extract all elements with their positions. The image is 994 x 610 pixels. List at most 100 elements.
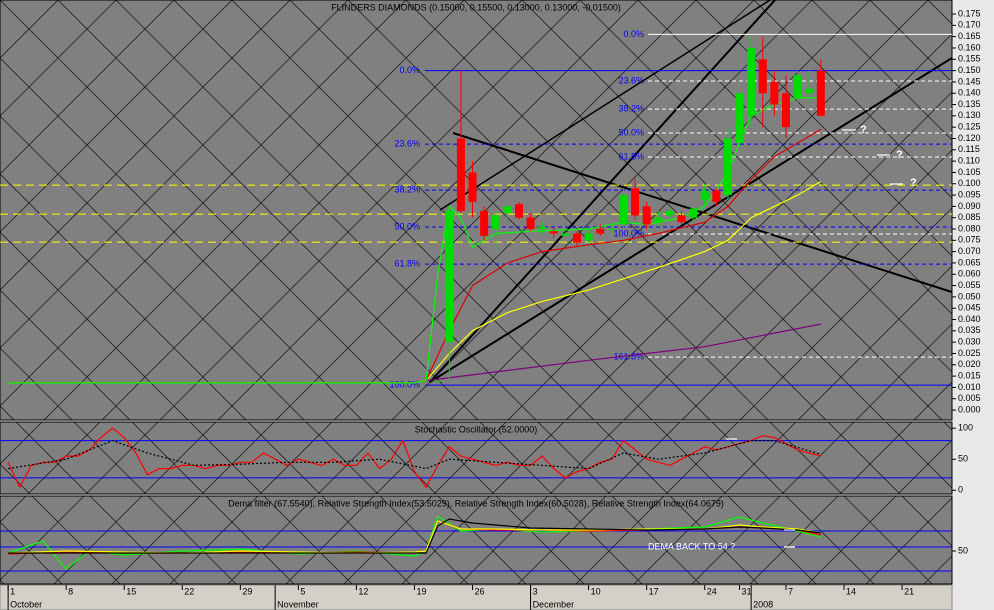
candle-body <box>654 217 663 223</box>
y-tick-label: 0.120 <box>958 133 981 143</box>
y-tick-label: 0.080 <box>958 223 981 233</box>
x-tick-label: 14 <box>846 586 856 596</box>
x-tick-label: 22 <box>184 586 194 596</box>
fib-label: 61.8% <box>394 258 420 268</box>
x-tick-label: 26 <box>475 586 485 596</box>
y-tick-label: 0 <box>958 485 963 495</box>
y-tick-label: 0.160 <box>958 42 981 52</box>
fib-label: 38.2% <box>618 103 644 113</box>
panel-layer: 0.0% 23.6% 38.2% 50.0% 61.8% 100.0% 0.0% 23.6% 3… <box>0 29 952 390</box>
y-tick-label: 0.155 <box>958 54 981 64</box>
y-tick-label: 0.020 <box>958 359 981 369</box>
fib-label: 50.0% <box>394 221 420 231</box>
x-tick-label: 17 <box>649 586 659 596</box>
y-tick-label: 0.030 <box>958 337 981 347</box>
month-label: December <box>533 599 575 609</box>
x-tick-label: 1 <box>10 586 15 596</box>
candle-body <box>514 204 523 218</box>
candle-body <box>584 233 593 241</box>
y-tick-label: 0.135 <box>958 99 981 109</box>
indicator-line <box>426 323 821 382</box>
panel-title: Stochastic Oscillator (52.0000) <box>415 424 538 434</box>
x-tick-label: 12 <box>358 586 368 596</box>
candle-body <box>619 195 628 225</box>
trendline <box>429 57 952 383</box>
month-label: October <box>10 599 42 609</box>
y-tick-label: 0.075 <box>958 235 981 245</box>
fib-label: 161.8% <box>613 351 644 361</box>
y-tick-label: 0.110 <box>958 155 980 165</box>
y-tick-label: 0.035 <box>958 325 981 335</box>
fib-label: 0.0% <box>399 65 420 75</box>
indicator-line <box>7 427 821 489</box>
y-tick-label: 0.105 <box>958 167 981 177</box>
y-tick-label: 0.125 <box>958 122 981 132</box>
candle-body <box>747 47 756 116</box>
y-tick-label: 0.090 <box>958 201 981 211</box>
candle-body <box>723 138 732 196</box>
panel-title: Dema filter (67.5540), Relative Strength… <box>228 498 724 508</box>
fib-label: 23.6% <box>394 139 420 149</box>
candle-body <box>433 380 442 382</box>
indicator-line <box>8 97 821 384</box>
x-tick-label: 21 <box>904 586 914 596</box>
x-tick-label: 24 <box>707 586 717 596</box>
price-panel <box>0 0 953 421</box>
y-tick-label: 0.085 <box>958 212 981 222</box>
candle-body <box>456 138 465 211</box>
fib-label: 0.0% <box>623 29 644 39</box>
y-tick-label: 50 <box>958 454 968 464</box>
fib-label: 100.0% <box>389 380 420 390</box>
y-tick-label: 0.055 <box>958 280 981 290</box>
annotation: ? <box>896 149 903 161</box>
y-tick-label: 0.000 <box>958 404 981 414</box>
y-tick-label: 0.095 <box>958 189 981 199</box>
candle-body <box>480 210 489 236</box>
y-tick-label: 0.010 <box>958 382 981 392</box>
candle-body <box>712 190 721 202</box>
y-tick-label: 0.150 <box>958 65 981 75</box>
candle-body <box>538 226 547 230</box>
x-tick-label: 8 <box>68 586 73 596</box>
panel-layer <box>0 515 952 572</box>
indicator-line <box>8 128 822 384</box>
x-tick-label: 10 <box>591 586 601 596</box>
y-tick-label: 0.145 <box>958 76 981 86</box>
x-tick-label: 3 <box>533 586 538 596</box>
candle-body <box>816 70 825 116</box>
candle-body <box>607 229 616 231</box>
annotation: DEMA BACK TO 54 ? <box>648 541 735 551</box>
y-tick-label: 0.050 <box>958 291 981 301</box>
annotation: ? <box>910 177 917 189</box>
month-label: 2008 <box>753 599 773 609</box>
y-tick-label: 0.060 <box>958 269 981 279</box>
candle-body <box>468 172 477 202</box>
candle-body <box>561 233 570 236</box>
candle-body <box>805 88 814 94</box>
fib-label: 38.2% <box>394 184 420 194</box>
trendlines <box>429 0 952 383</box>
y-tick-label: 0.100 <box>958 178 981 188</box>
annotation: ? <box>860 124 867 136</box>
candle-body <box>700 190 709 200</box>
y-tick-label: 0.170 <box>958 20 981 30</box>
trendline <box>439 0 771 211</box>
y-tick-label: 0.025 <box>958 348 981 358</box>
arrows <box>726 129 903 548</box>
candle-body <box>596 229 605 234</box>
y-tick-label: 50 <box>958 545 968 555</box>
candle-body <box>445 210 454 343</box>
candle-body <box>781 93 790 128</box>
x-tick-label: 19 <box>416 586 426 596</box>
candle-body <box>735 93 744 144</box>
stochastic-panel <box>0 421 953 495</box>
x-tick-label: 15 <box>126 586 136 596</box>
candle-body <box>770 81 779 105</box>
candle-body <box>642 206 651 225</box>
x-tick-label: 7 <box>788 586 793 596</box>
y-tick-label: 100 <box>958 423 973 433</box>
rsi-panel <box>0 495 953 585</box>
y-tick-label: 0.065 <box>958 257 981 267</box>
